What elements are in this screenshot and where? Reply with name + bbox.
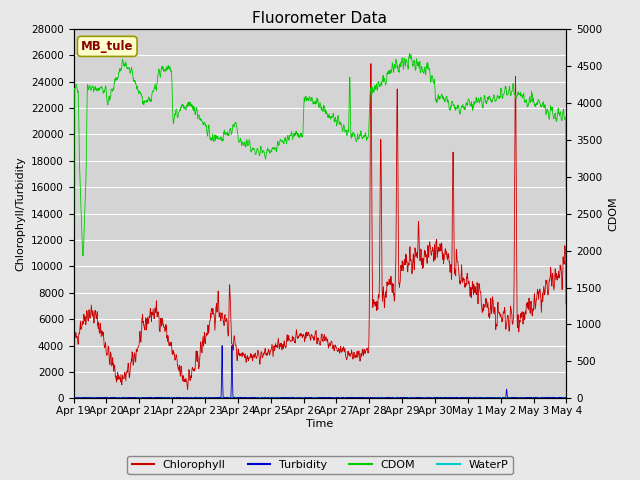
Y-axis label: CDOM: CDOM	[608, 196, 618, 231]
Text: MB_tule: MB_tule	[81, 40, 134, 53]
X-axis label: Time: Time	[307, 419, 333, 429]
Y-axis label: Chlorophyll/Turbidity: Chlorophyll/Turbidity	[15, 156, 26, 271]
Legend: Chlorophyll, Turbidity, CDOM, WaterP: Chlorophyll, Turbidity, CDOM, WaterP	[127, 456, 513, 474]
Title: Fluorometer Data: Fluorometer Data	[253, 11, 387, 26]
